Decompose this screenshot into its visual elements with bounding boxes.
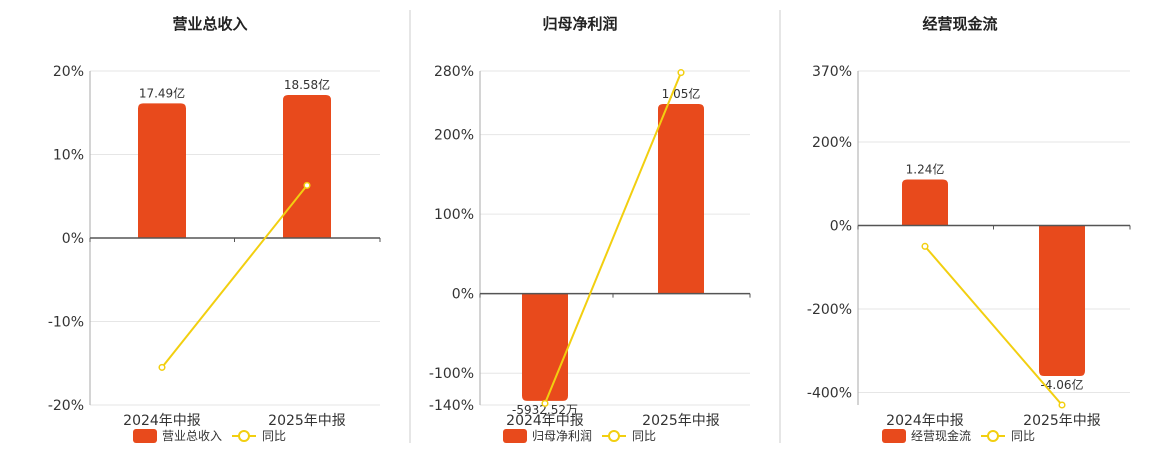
legend-label-line: 同比 <box>262 429 286 443</box>
y-tick-label: 10% <box>53 148 84 164</box>
y-tick-label: -400% <box>807 385 852 401</box>
legend-swatch-point <box>238 430 250 442</box>
chart-title: 经营现金流 <box>922 15 997 33</box>
bar <box>902 179 948 226</box>
y-tick-label: -10% <box>48 315 84 331</box>
bar <box>138 103 186 238</box>
legend-swatch-bar <box>133 429 157 443</box>
chart-panel-1: 营业总收入 20% 10% 0% -10% -20% 17.49亿 18.58亿 2024年中报… <box>48 15 381 443</box>
yoy-point <box>541 399 549 407</box>
x-category-label: 2024年中报 <box>506 413 584 429</box>
y-tick-label: 280% <box>434 64 474 80</box>
bar-value-label: -5932.52万 <box>512 403 578 417</box>
bar <box>283 95 331 238</box>
legend-label-bar: 营业总收入 <box>162 429 222 443</box>
yoy-point <box>1058 401 1066 409</box>
bar-value-label: 18.58亿 <box>284 77 330 92</box>
bar-value-label: 1.24亿 <box>906 162 945 177</box>
yoy-line <box>544 72 682 404</box>
legend: 营业总收入 同比 <box>133 429 286 443</box>
bar <box>1039 225 1085 376</box>
legend-label-bar: 归母净利润 <box>532 429 592 443</box>
bar <box>658 104 704 294</box>
y-tick-label: 200% <box>434 128 474 144</box>
y-tick-label: 0% <box>62 231 84 247</box>
bar-value-label: -4.06亿 <box>1040 377 1083 392</box>
bar-value-label: 1.05亿 <box>662 86 701 101</box>
y-tick-label: 20% <box>53 64 84 80</box>
legend-label-bar: 经营现金流 <box>911 428 971 443</box>
y-tick-label: 370% <box>812 64 852 80</box>
yoy-line <box>161 184 308 369</box>
yoy-point <box>303 181 311 189</box>
y-tick-label: -200% <box>807 302 852 318</box>
y-tick-label: 100% <box>434 207 474 223</box>
x-category-label: 2025年中报 <box>268 413 346 429</box>
legend: 经营现金流 同比 <box>882 428 1035 443</box>
x-category-label: 2024年中报 <box>886 413 964 429</box>
chart-title: 营业总收入 <box>172 15 247 33</box>
legend-swatch-bar <box>503 429 527 443</box>
yoy-point <box>921 242 929 250</box>
bar-value-label: 17.49亿 <box>139 85 185 100</box>
chart-title: 归母净利润 <box>542 15 617 33</box>
yoy-point <box>677 69 685 77</box>
chart-panel-3: 经营现金流 370% 200% 0% -200% -400% 1.24亿 -4.06亿 2024… <box>807 15 1131 443</box>
legend: 归母净利润 同比 <box>503 429 656 443</box>
y-tick-label: 0% <box>452 287 474 303</box>
y-tick-label: -100% <box>429 366 474 382</box>
legend-label-line: 同比 <box>632 429 656 443</box>
legend-swatch-point <box>608 430 620 442</box>
yoy-line <box>924 245 1063 406</box>
legend-swatch-bar <box>882 429 906 443</box>
y-tick-label: -20% <box>48 398 84 414</box>
chart-panel-2: 归母净利润 280% 200% 100% 0% -100% -140% -5932.52万 1.… <box>429 15 751 443</box>
y-tick-label: 200% <box>812 135 852 151</box>
yoy-point <box>158 363 166 371</box>
bar <box>522 293 568 401</box>
legend-label-line: 同比 <box>1011 429 1035 443</box>
x-category-label: 2025年中报 <box>642 413 720 429</box>
legend-swatch-point <box>987 430 999 442</box>
y-tick-label: 0% <box>830 218 852 234</box>
y-tick-label: -140% <box>429 398 474 414</box>
x-category-label: 2025年中报 <box>1023 413 1101 429</box>
x-category-label: 2024年中报 <box>123 413 201 429</box>
